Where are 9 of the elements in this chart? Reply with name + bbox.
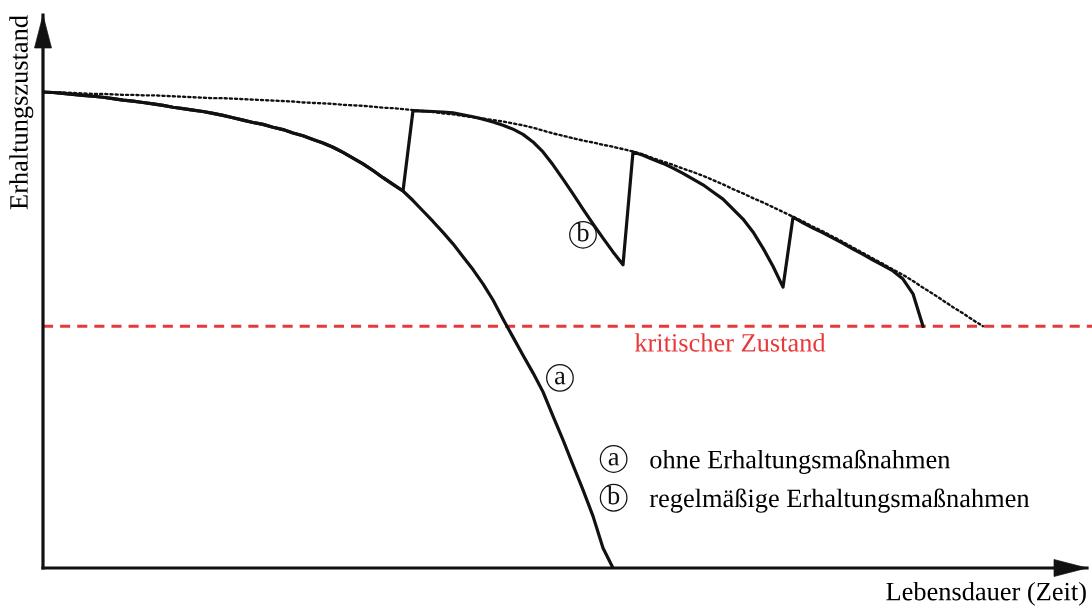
ref-line-label: kritischer Zustand	[634, 333, 826, 352]
annotation: regelmäßige Erhaltungsmaßnahmen	[649, 488, 1030, 513]
text: b	[576, 222, 589, 242]
x-axis-title: Lebensdauer (Zeit)	[886, 581, 1086, 606]
series-label: a	[555, 371, 566, 385]
y-axis-title: Erhaltungszustand	[9, 15, 34, 210]
text: a	[608, 452, 620, 466]
annotation: ohne Erhaltungsmaßnahmen	[650, 449, 951, 474]
legend-label: b	[607, 485, 620, 505]
